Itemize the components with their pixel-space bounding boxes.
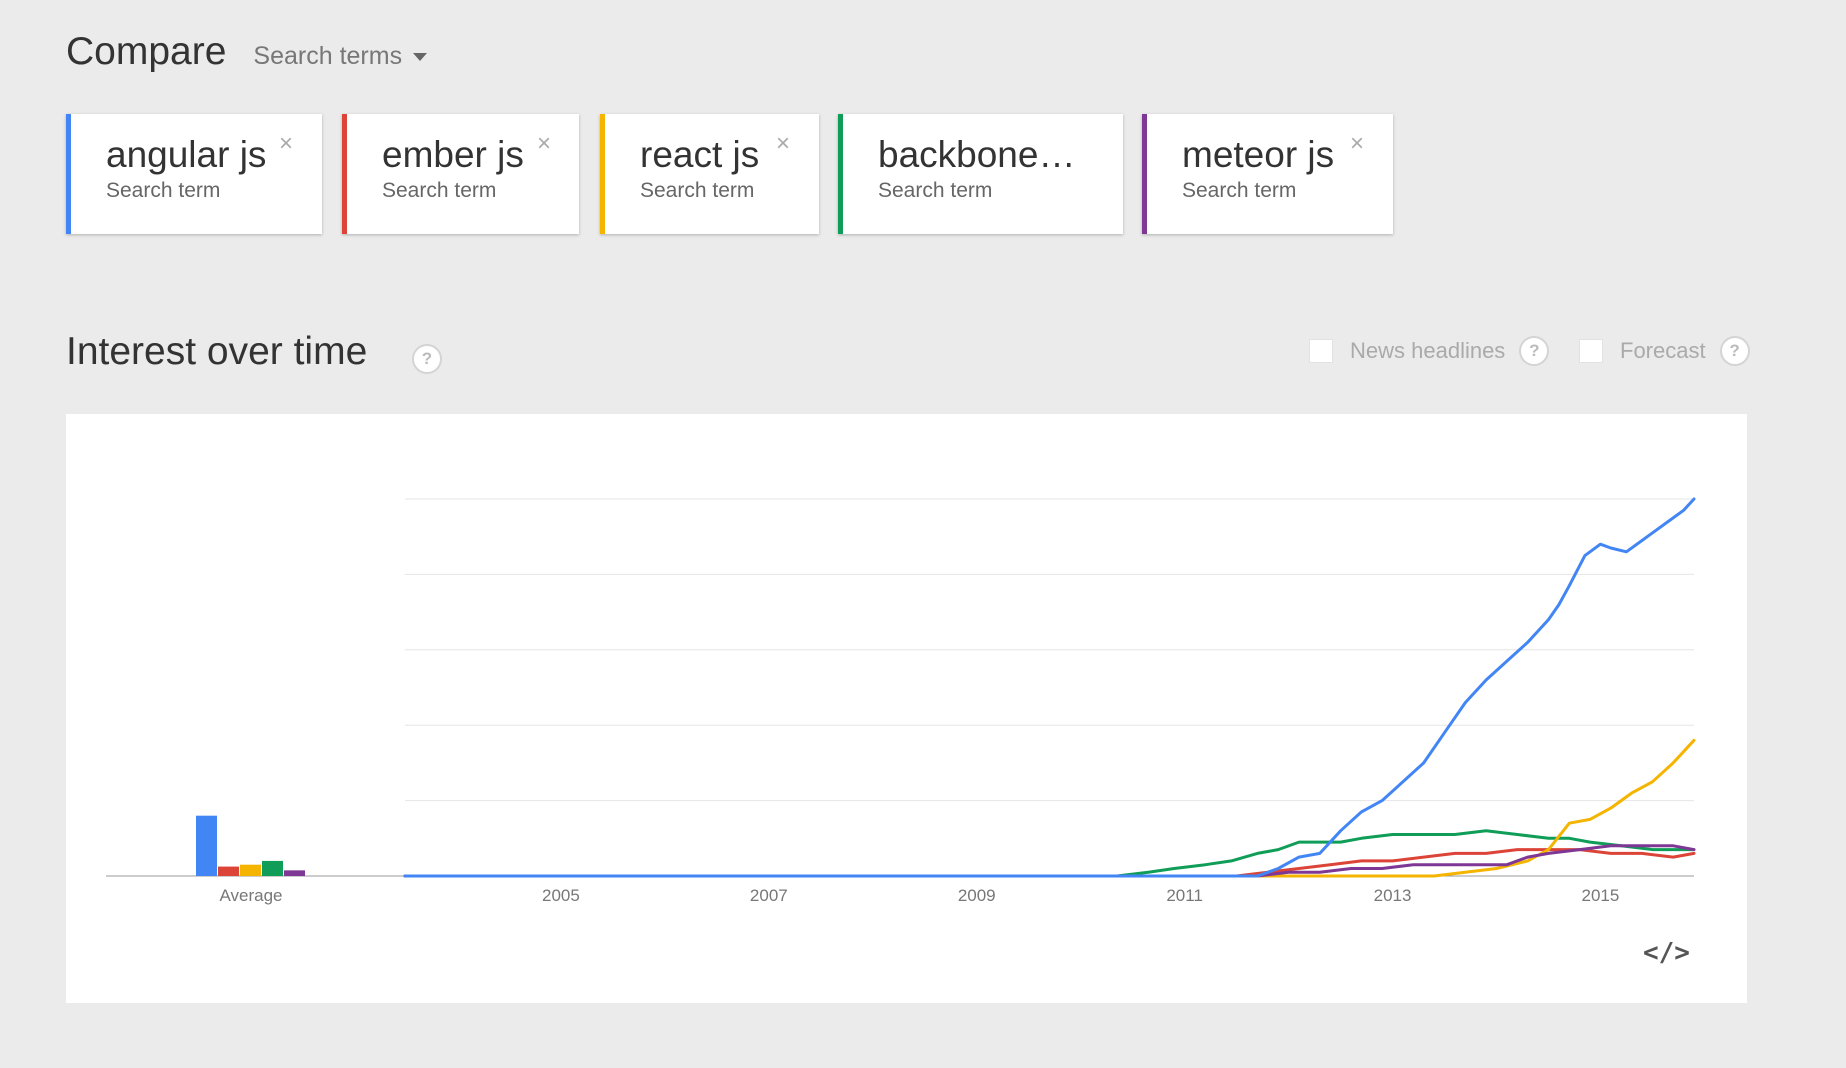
series-line <box>403 829 1696 878</box>
term-label[interactable]: angular js <box>106 134 267 175</box>
term-color-accent <box>1142 114 1147 234</box>
close-icon[interactable]: × <box>279 130 294 157</box>
term-card-meteor-js[interactable]: meteor js Search term × <box>1142 114 1393 234</box>
term-color-accent <box>600 114 605 234</box>
forecast-checkbox[interactable] <box>1579 339 1603 363</box>
compare-header: Compare Search terms <box>66 30 428 74</box>
news-headlines-option[interactable]: News headlines ? <box>1309 336 1550 366</box>
term-color-accent <box>66 114 71 234</box>
term-type-label: Search term <box>106 179 221 202</box>
help-icon[interactable]: ? <box>1719 336 1750 366</box>
term-color-accent <box>342 114 347 234</box>
interest-chart-panel: Average 2005 2007 2009 2011 2013 2015 </> <box>66 414 1747 1003</box>
average-bar <box>240 864 261 876</box>
term-type-label: Search term <box>640 179 755 202</box>
series-line <box>403 848 1696 878</box>
news-headlines-label: News headlines <box>1350 338 1506 363</box>
x-tick-label: 2015 <box>1582 886 1620 905</box>
term-card-angular-js[interactable]: angular js Search term × <box>66 114 322 234</box>
average-bar <box>284 870 305 876</box>
section-title: Interest over time <box>66 330 368 373</box>
average-bar <box>218 866 239 876</box>
x-tick-label: 2013 <box>1374 886 1412 905</box>
term-card-ember-js[interactable]: ember js Search term × <box>342 114 579 234</box>
term-label[interactable]: meteor js <box>1182 134 1335 175</box>
forecast-option[interactable]: Forecast ? <box>1579 336 1750 366</box>
forecast-label: Forecast <box>1620 338 1706 363</box>
term-color-accent <box>838 114 843 234</box>
search-terms-dropdown[interactable]: Search terms <box>253 42 428 71</box>
search-terms-label: Search terms <box>253 42 403 70</box>
term-label[interactable]: react js <box>640 134 760 175</box>
news-headlines-checkbox[interactable] <box>1309 339 1333 363</box>
average-bar <box>196 815 217 876</box>
x-tick-label: 2005 <box>542 886 580 905</box>
close-icon[interactable]: × <box>1350 130 1365 157</box>
series-line <box>403 738 1696 878</box>
term-card-backbone[interactable]: backbone… Search term <box>838 114 1123 234</box>
x-tick-label: 2009 <box>958 886 996 905</box>
x-tick-label: 2011 <box>1166 886 1203 905</box>
series-line <box>403 497 1696 878</box>
help-icon[interactable]: ? <box>1519 336 1550 366</box>
average-label: Average <box>219 886 282 905</box>
term-type-label: Search term <box>1182 179 1297 202</box>
term-label[interactable]: ember js <box>382 134 524 175</box>
help-icon[interactable]: ? <box>412 344 442 374</box>
close-icon[interactable]: × <box>537 130 552 157</box>
term-label[interactable]: backbone… <box>878 134 1076 175</box>
term-card-react-js[interactable]: react js Search term × <box>600 114 819 234</box>
interest-over-time-chart: Average 2005 2007 2009 2011 2013 2015 <box>106 497 1696 905</box>
term-type-label: Search term <box>878 179 993 202</box>
compare-title: Compare <box>66 30 227 73</box>
embed-code-icon[interactable]: </> <box>1643 938 1690 968</box>
series-line <box>403 844 1696 878</box>
x-tick-label: 2007 <box>750 886 788 905</box>
close-icon[interactable]: × <box>776 130 791 157</box>
term-type-label: Search term <box>382 179 497 202</box>
average-bar <box>262 860 283 876</box>
caret-down-icon <box>413 52 428 61</box>
